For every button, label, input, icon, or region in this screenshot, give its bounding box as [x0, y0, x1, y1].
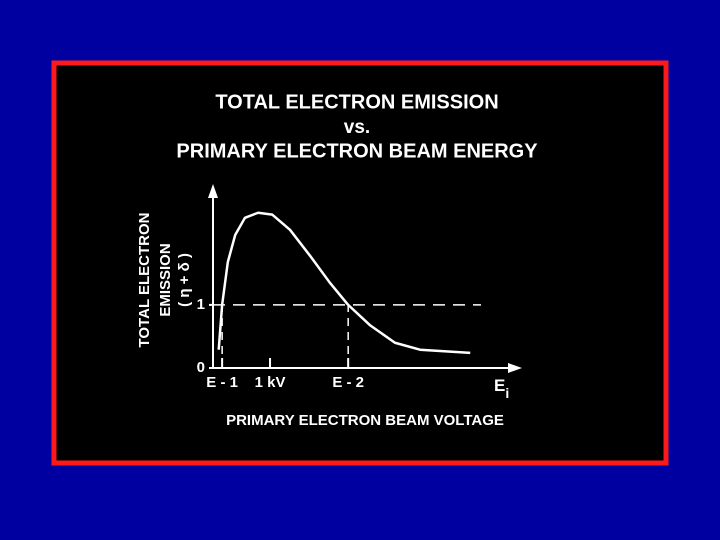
x-tick-label: 1 kV	[255, 374, 286, 391]
y-label-line: TOTAL ELECTRON	[136, 213, 153, 348]
y-arrow	[208, 184, 218, 198]
title-line: vs.	[344, 117, 370, 138]
symbol-sub: i	[505, 385, 509, 401]
x-tick-label: E - 1	[206, 374, 238, 391]
symbol-main: E	[494, 376, 505, 395]
curve	[217, 211, 471, 355]
title-line: TOTAL ELECTRON EMISSION	[215, 91, 498, 113]
y-tick-label: 1	[197, 296, 205, 313]
title-line: PRIMARY ELECTRON BEAM ENERGY	[176, 140, 538, 162]
x-arrow	[508, 363, 522, 373]
y-label-line: ( η + δ )	[176, 253, 193, 307]
x-label: PRIMARY ELECTRON BEAM VOLTAGE	[226, 412, 504, 429]
y-label-line: EMISSION	[157, 243, 174, 316]
x-axis-symbol: Ei	[494, 376, 509, 400]
x-tick-label: E - 2	[332, 374, 364, 391]
y-tick-label: 0	[197, 359, 205, 376]
chart-frame	[51, 60, 669, 466]
y-label: TOTAL ELECTRON EMISSION ( η + δ )	[136, 213, 193, 348]
